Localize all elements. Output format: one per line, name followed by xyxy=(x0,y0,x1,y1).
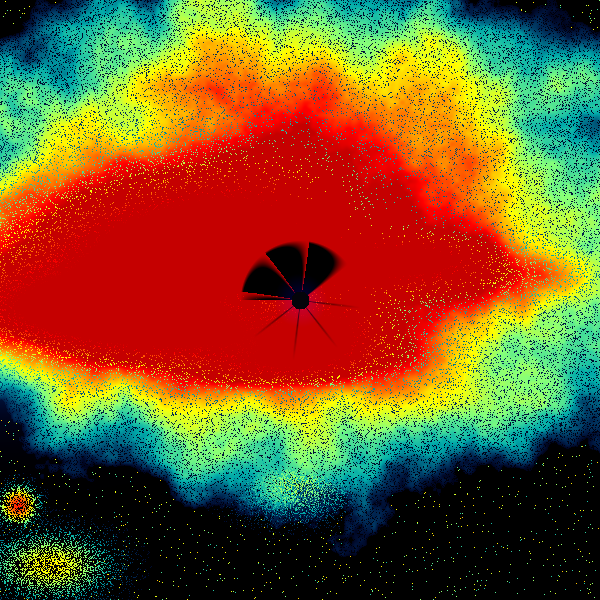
heatmap-canvas xyxy=(0,0,600,600)
heatmap-viewer: False-color intensity map with jet color… xyxy=(0,0,600,600)
